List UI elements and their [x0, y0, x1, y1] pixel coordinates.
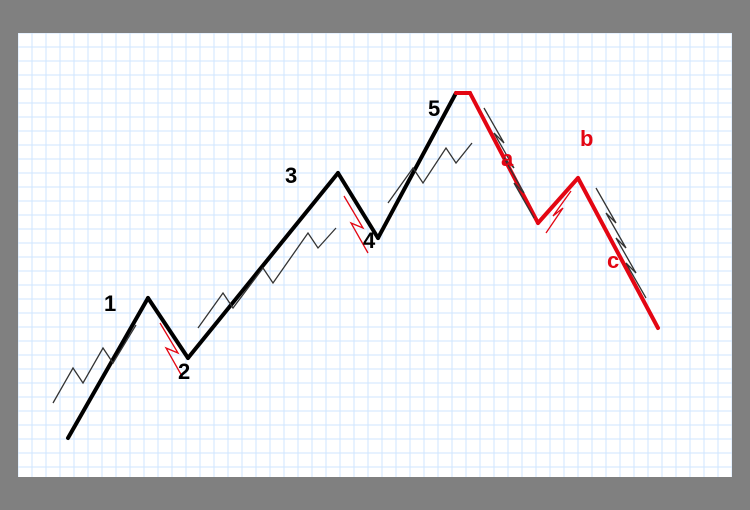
wave-label-5: 5	[428, 96, 440, 122]
wave-label-a: a	[501, 146, 513, 172]
wave-label-3: 3	[285, 163, 297, 189]
outer-frame: 1 2 3 4 5 a b c	[0, 0, 750, 510]
chart-panel: 1 2 3 4 5 a b c	[18, 33, 732, 477]
wave-label-c: c	[607, 248, 619, 274]
elliott-wave-chart	[18, 33, 732, 477]
wave-label-b: b	[580, 126, 593, 152]
wave-label-2: 2	[178, 359, 190, 385]
wave-label-1: 1	[104, 291, 116, 317]
wave-label-4: 4	[363, 228, 375, 254]
